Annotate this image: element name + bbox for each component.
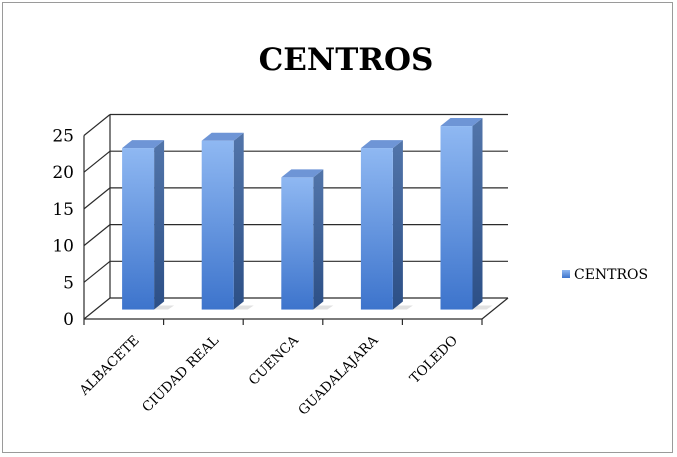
chart-frame [2,2,673,453]
y-tick-label: 5 [63,273,74,293]
y-tick-label: 25 [52,127,74,147]
chart-walls [83,114,509,325]
y-tick-label: 20 [52,163,74,183]
gridline-depth [83,224,111,247]
bar-side [154,140,165,310]
gridline-depth [83,260,111,283]
y-tick-label: 10 [52,237,74,257]
bar-side [472,118,483,310]
bar-guadalajara [360,140,413,310]
bar-top [360,140,403,149]
bar-front [281,177,314,310]
bars [122,118,493,310]
y-axis-ticks: 0 5 10 15 20 25 [52,127,74,331]
x-tick-label: ALBACETE [76,333,143,400]
gridline-depth [83,150,111,173]
chart-title: CENTROS [259,42,434,78]
bar-top [122,140,165,149]
x-tick-label: TOLEDO [407,333,461,387]
bar-cuenca [281,169,334,310]
x-tick-label: CUENCA [246,332,302,388]
gridline-depth [83,297,111,320]
y-tick-label: 0 [63,310,74,330]
y-tick-label: 15 [52,200,74,220]
bar-front [360,148,393,310]
bar-side [313,169,324,310]
bar-toledo [440,118,493,310]
legend-label: CENTROS [574,267,648,283]
gridline-depth [83,187,111,210]
bar-front [440,126,473,310]
axis-line [481,297,509,320]
bar-albacete [122,140,175,310]
bar-side [233,132,244,310]
x-tick-label: CIUDAD REAL [139,332,222,415]
bar-ciudad-real [201,132,254,310]
bar-top [440,118,483,127]
legend-swatch [562,270,570,278]
bar-front [201,140,234,310]
x-tick-label: GUADALAJARA [295,332,381,418]
bar-front [122,148,155,310]
bar-top [281,169,324,178]
gridline-depth [83,114,111,136]
bar-top [201,132,244,141]
legend: CENTROS [562,267,648,283]
bar-side [392,140,403,310]
